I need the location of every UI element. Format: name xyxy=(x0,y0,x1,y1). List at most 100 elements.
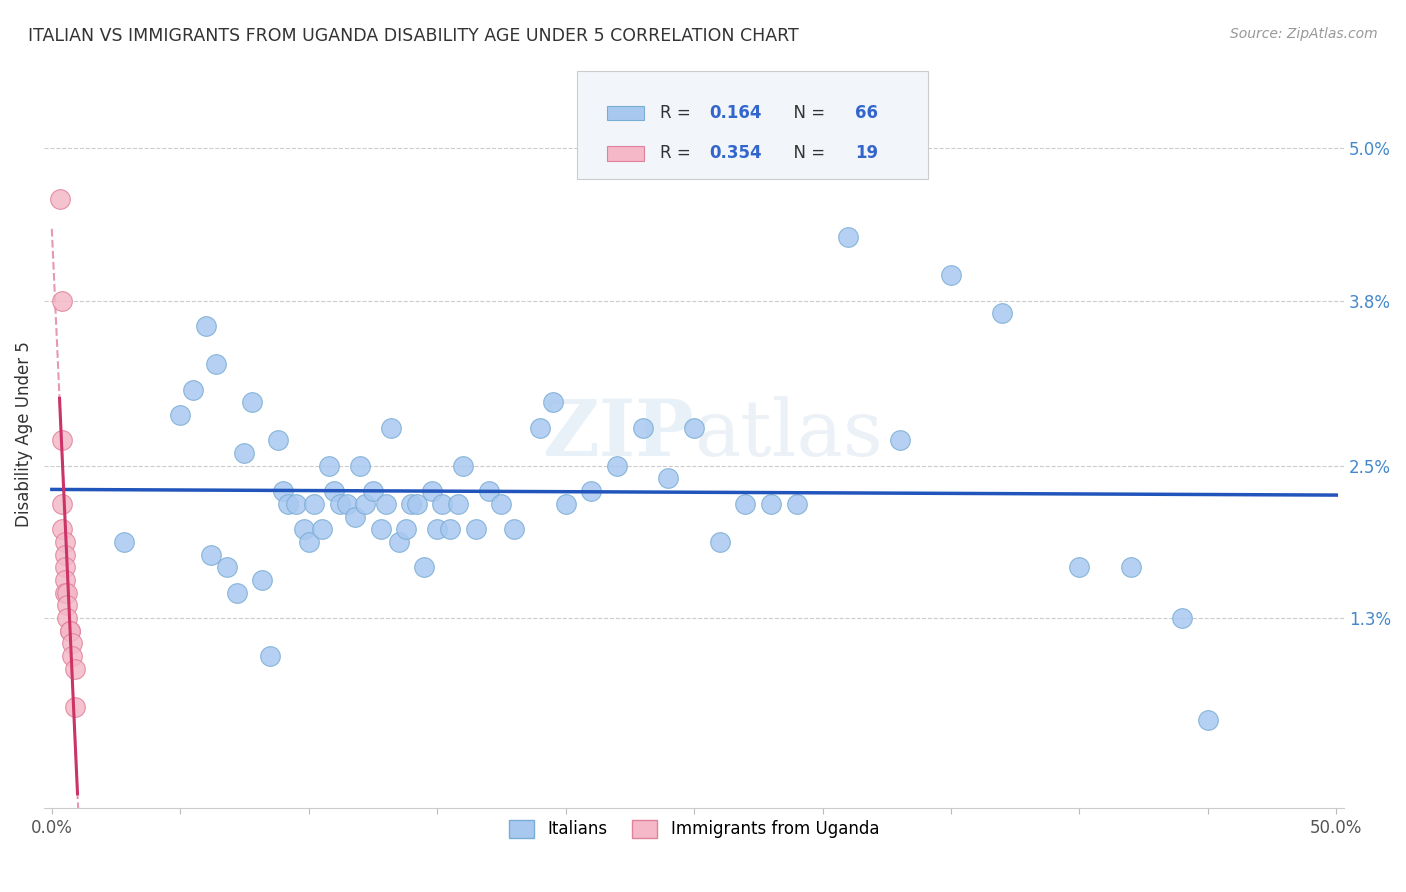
Point xyxy=(395,522,418,536)
Text: 66: 66 xyxy=(855,104,877,122)
Point xyxy=(169,408,191,422)
Point xyxy=(56,585,79,599)
Point xyxy=(292,522,315,536)
Point xyxy=(277,497,299,511)
Point xyxy=(240,395,263,409)
Point xyxy=(53,573,76,587)
Point xyxy=(205,357,228,371)
Point xyxy=(56,599,79,613)
Point xyxy=(56,611,79,625)
Point xyxy=(298,535,321,549)
Point xyxy=(60,649,83,664)
Point xyxy=(734,497,756,511)
Point xyxy=(215,560,238,574)
Point xyxy=(657,471,679,485)
Point xyxy=(491,497,513,511)
Point xyxy=(349,458,371,473)
Point xyxy=(405,497,427,511)
Point xyxy=(233,446,256,460)
Text: N =: N = xyxy=(783,104,831,122)
Point xyxy=(181,383,204,397)
Point xyxy=(63,699,86,714)
Point xyxy=(606,458,628,473)
Point xyxy=(432,497,454,511)
Text: R =: R = xyxy=(659,145,696,162)
Point xyxy=(1197,713,1219,727)
Point xyxy=(328,497,350,511)
Point xyxy=(889,434,911,448)
Point xyxy=(323,484,346,499)
Point xyxy=(318,458,340,473)
Text: Source: ZipAtlas.com: Source: ZipAtlas.com xyxy=(1230,27,1378,41)
Point xyxy=(225,585,247,599)
Point xyxy=(53,560,76,574)
Point xyxy=(252,573,274,587)
Point xyxy=(267,434,290,448)
Point xyxy=(370,522,392,536)
Point xyxy=(388,535,411,549)
Point xyxy=(991,306,1014,320)
Point xyxy=(60,636,83,650)
Point xyxy=(709,535,731,549)
Point xyxy=(786,497,808,511)
Point xyxy=(48,192,70,206)
Point xyxy=(354,497,377,511)
Text: 19: 19 xyxy=(855,145,877,162)
Point xyxy=(59,624,82,638)
Point xyxy=(311,522,333,536)
Point xyxy=(759,497,782,511)
Point xyxy=(51,522,73,536)
Point xyxy=(413,560,436,574)
Point xyxy=(451,458,474,473)
Text: ITALIAN VS IMMIGRANTS FROM UGANDA DISABILITY AGE UNDER 5 CORRELATION CHART: ITALIAN VS IMMIGRANTS FROM UGANDA DISABI… xyxy=(28,27,799,45)
Point xyxy=(401,497,423,511)
Point xyxy=(464,522,486,536)
Point xyxy=(343,509,366,524)
Legend: Italians, Immigrants from Uganda: Italians, Immigrants from Uganda xyxy=(502,813,886,845)
Text: 0.164: 0.164 xyxy=(709,104,762,122)
Bar xyxy=(607,105,644,120)
Text: atlas: atlas xyxy=(695,396,883,472)
Point xyxy=(1119,560,1142,574)
Text: N =: N = xyxy=(783,145,831,162)
Point xyxy=(837,230,859,244)
Point xyxy=(374,497,396,511)
Point xyxy=(447,497,470,511)
Point xyxy=(53,585,76,599)
Point xyxy=(194,319,217,334)
Point xyxy=(683,420,706,434)
Point xyxy=(271,484,294,499)
Point xyxy=(439,522,461,536)
Point xyxy=(51,434,73,448)
Point xyxy=(112,535,135,549)
Point xyxy=(361,484,384,499)
Point xyxy=(259,649,281,664)
Point xyxy=(53,548,76,562)
Point xyxy=(284,497,307,511)
Point xyxy=(581,484,603,499)
Point xyxy=(51,497,73,511)
Point xyxy=(554,497,576,511)
Point xyxy=(51,293,73,308)
FancyBboxPatch shape xyxy=(576,70,928,179)
Point xyxy=(336,497,359,511)
Point xyxy=(426,522,449,536)
Point xyxy=(1171,611,1194,625)
Point xyxy=(63,662,86,676)
Point xyxy=(477,484,499,499)
Point xyxy=(503,522,526,536)
Point xyxy=(529,420,551,434)
Point xyxy=(939,268,962,283)
Point xyxy=(302,497,325,511)
Point xyxy=(380,420,402,434)
Point xyxy=(1069,560,1091,574)
Point xyxy=(631,420,654,434)
Bar xyxy=(607,146,644,161)
Point xyxy=(420,484,443,499)
Text: R =: R = xyxy=(659,104,696,122)
Point xyxy=(59,624,82,638)
Point xyxy=(53,535,76,549)
Text: ZIP: ZIP xyxy=(543,396,695,472)
Text: 0.354: 0.354 xyxy=(709,145,762,162)
Point xyxy=(200,548,222,562)
